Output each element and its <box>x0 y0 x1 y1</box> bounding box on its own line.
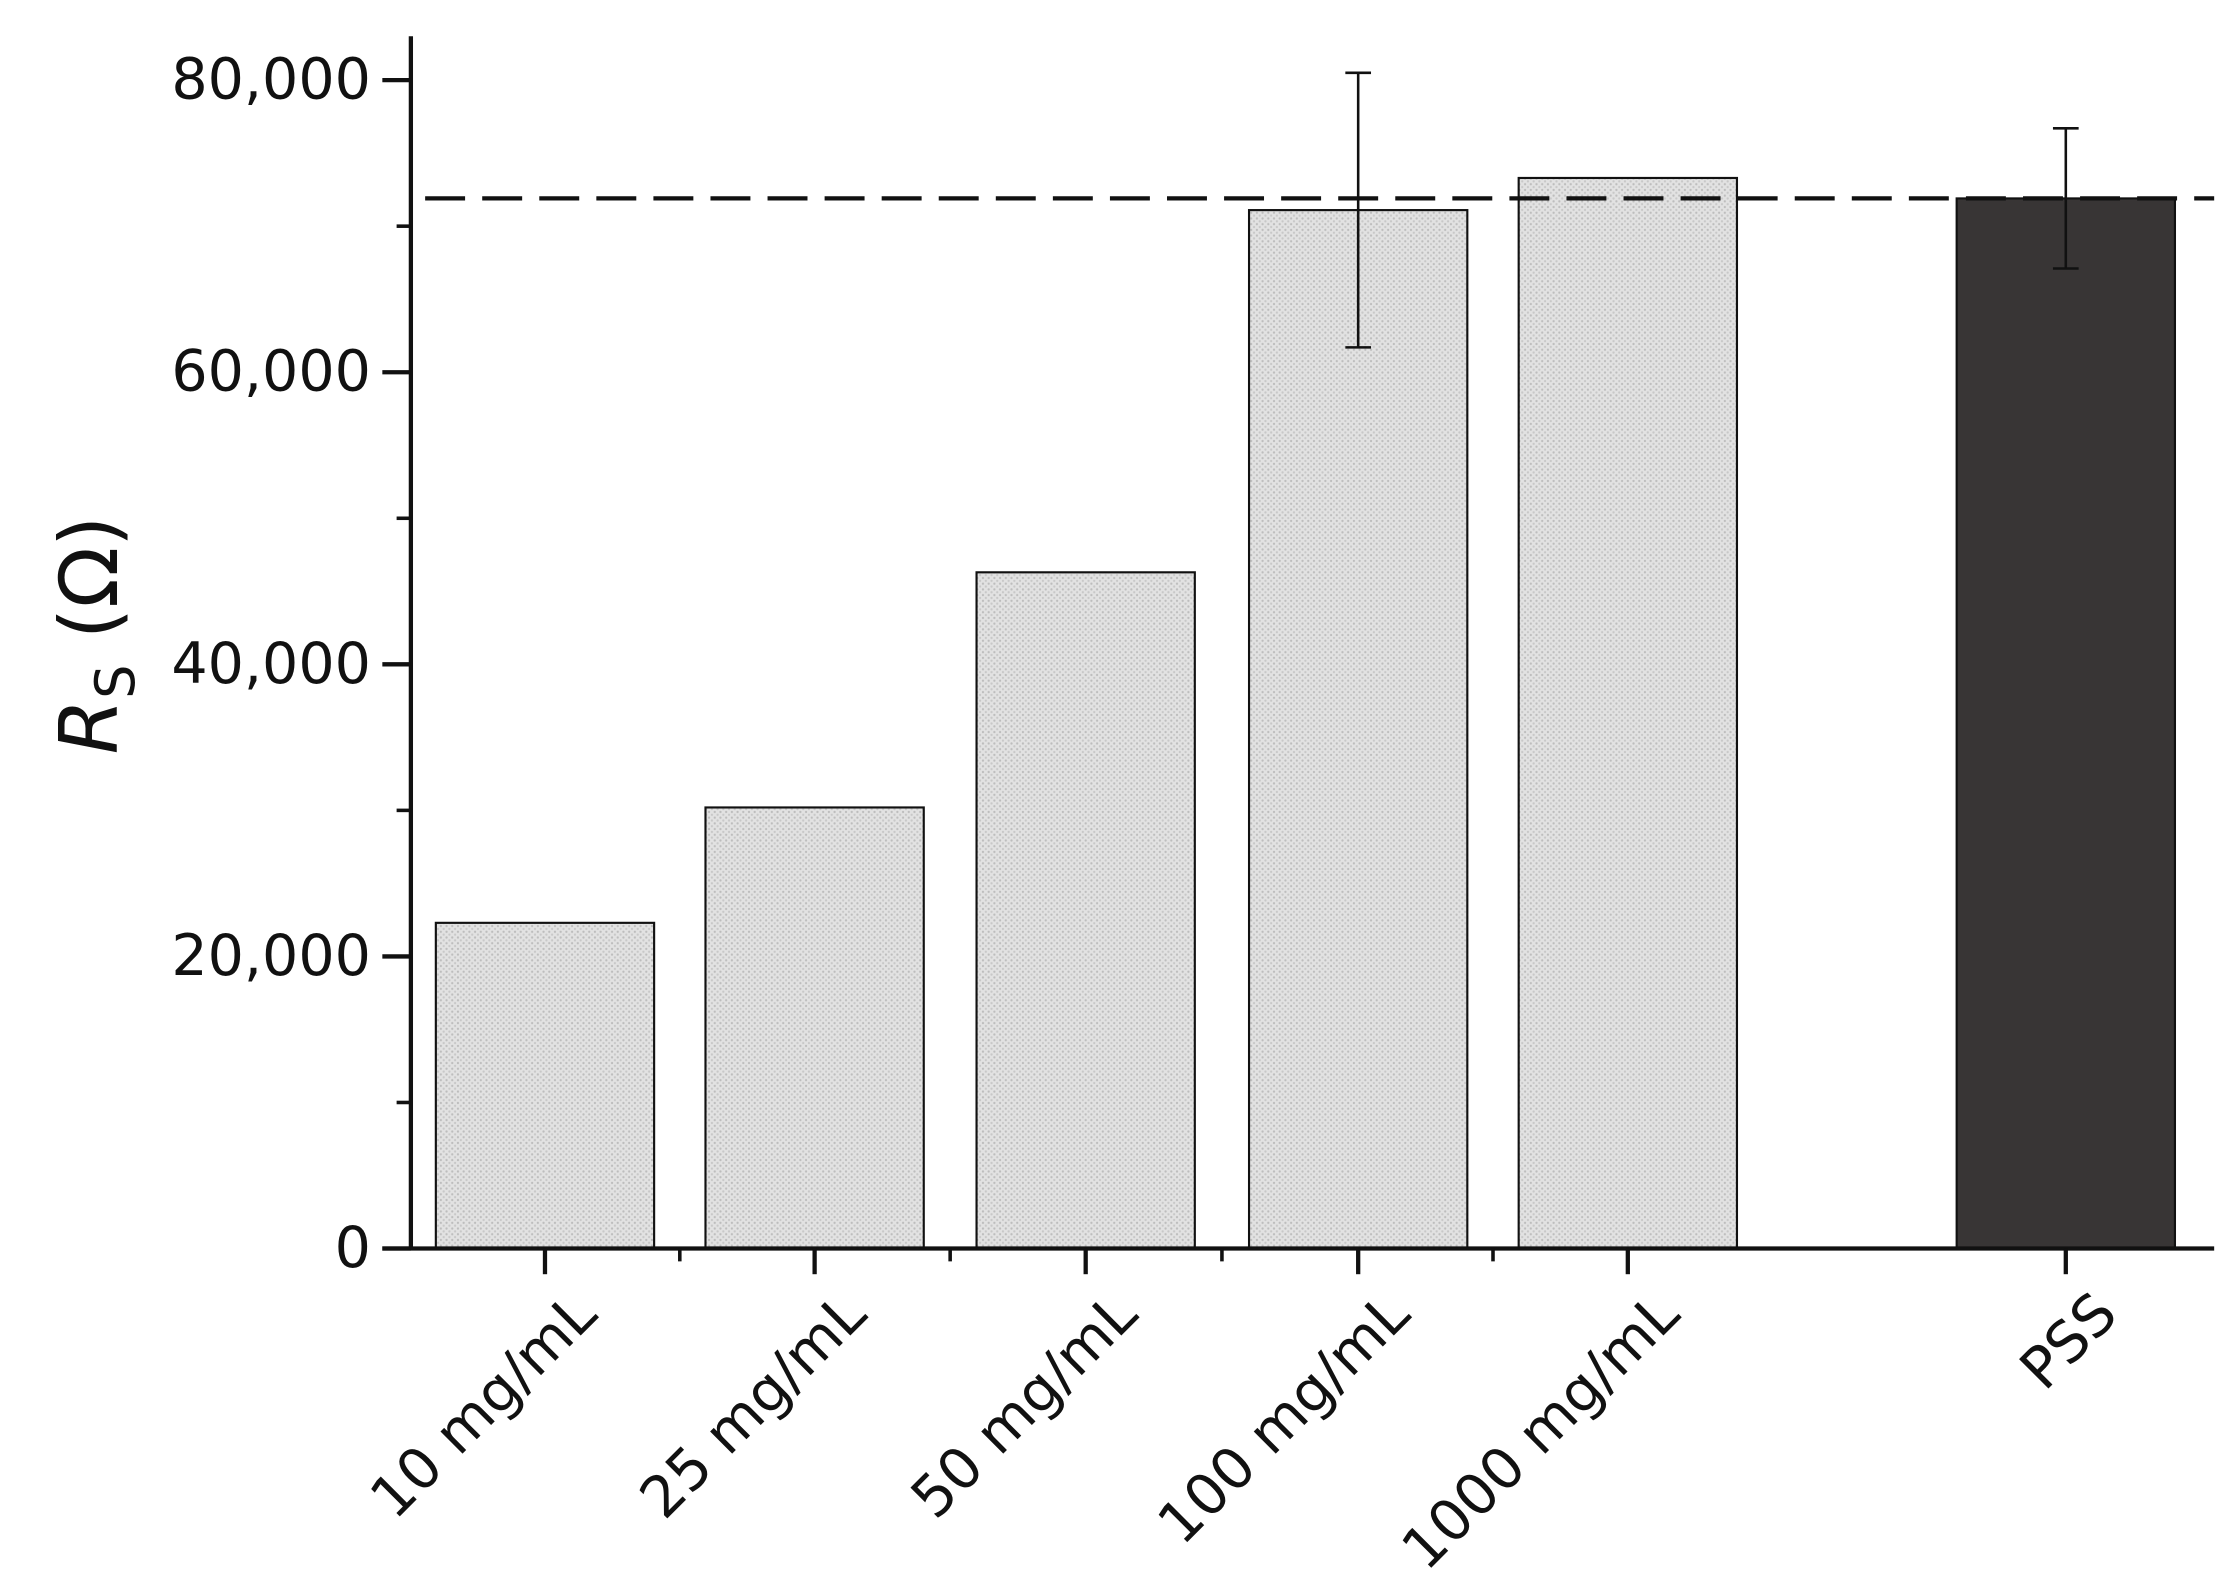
bar <box>1517 176 1739 1250</box>
x-tick-label: PSS <box>2008 1280 2130 1402</box>
y-tick-label: 80,000 <box>171 47 371 113</box>
y-tick-label: 0 <box>335 1215 371 1281</box>
bar <box>434 921 656 1250</box>
bar <box>975 571 1196 1250</box>
y-label-subscript: S <box>84 664 147 698</box>
bar <box>1955 197 2177 1250</box>
y-tick-label: 40,000 <box>171 631 371 697</box>
x-tick-label: 25 mg/mL <box>628 1280 879 1531</box>
y-label-symbol: R <box>43 699 136 755</box>
x-tick-label: 50 mg/mL <box>899 1280 1150 1531</box>
y-label-unit: (Ω) <box>43 516 136 639</box>
bar <box>1247 209 1469 1250</box>
x-tick-label: 1000 mg/mL <box>1390 1280 1693 1583</box>
y-axis-label: RS (Ω) <box>43 516 147 755</box>
y-tick-label: 20,000 <box>171 923 371 989</box>
x-tick-label: 10 mg/mL <box>358 1280 609 1531</box>
y-tick-label: 60,000 <box>171 339 371 405</box>
bar <box>704 806 925 1250</box>
x-tick-label: 100 mg/mL <box>1146 1280 1423 1557</box>
